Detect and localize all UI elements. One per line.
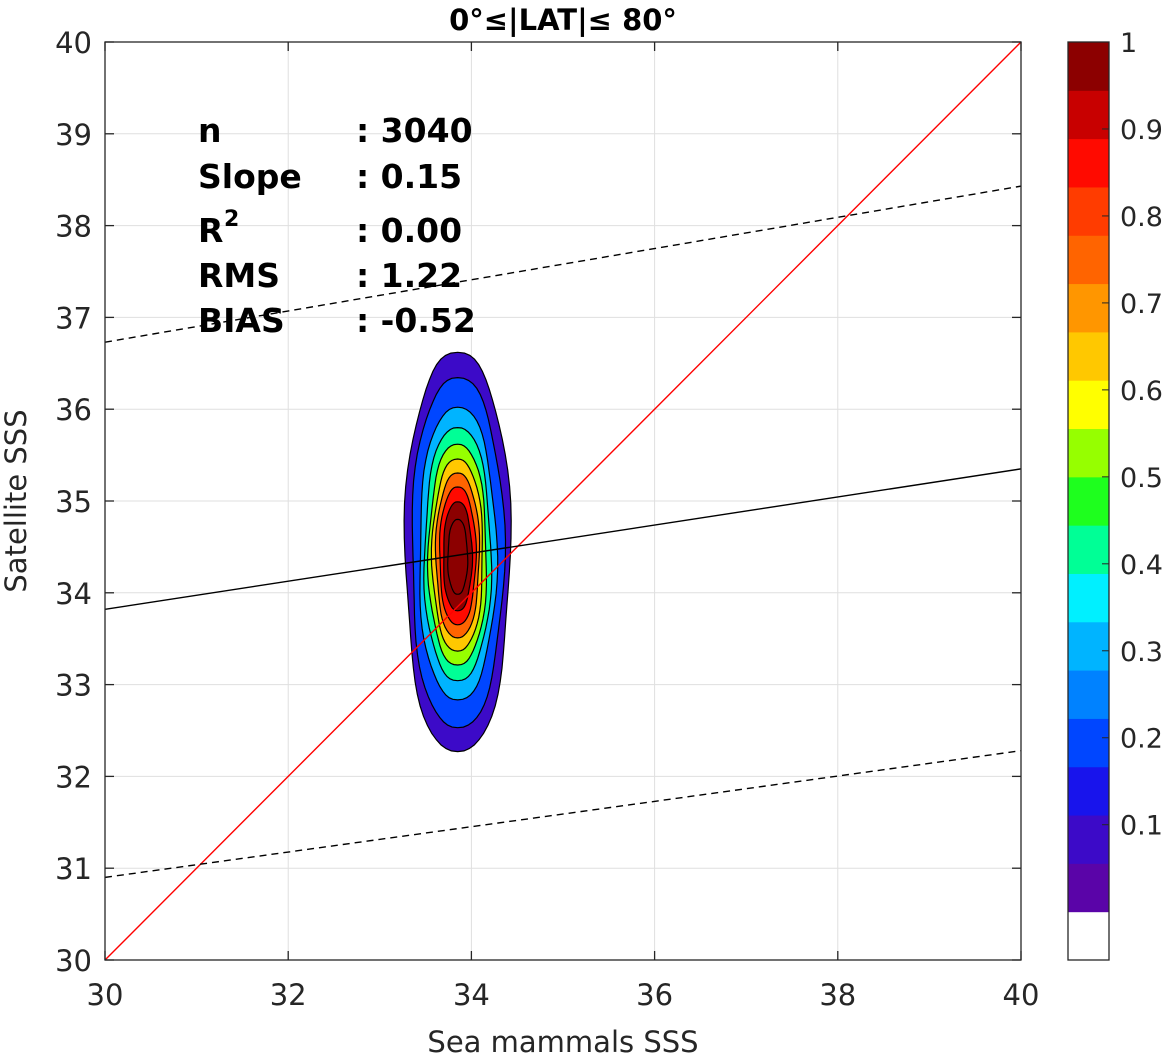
y-tick-label: 38 [55,210,92,244]
statistics-box: n : 3040 Slope : 0.15 R 2 : 0.00 RMS : 1.22 BIAS:… [198,111,476,340]
colorbar-segment [1068,573,1109,623]
y-tick-label: 31 [55,852,92,886]
colorbar-tick-label: 0.7 [1120,289,1163,320]
y-tick-label: 37 [55,301,92,335]
colorbar-tick-label: 0.4 [1120,550,1163,581]
y-tick-label: 32 [55,760,92,794]
colorbar-tick-label: 0.8 [1120,202,1163,233]
x-tick-label: 30 [87,978,124,1012]
stat-name: R [198,211,223,250]
grid-lines [104,41,1022,961]
colorbar-tick-label: 1 [1120,28,1137,59]
y-tick-label: 30 [55,944,92,978]
colorbar-segment [1068,428,1109,478]
x-tick-labels: 30 32 34 36 38 40 [87,978,1040,1012]
colorbar-segment [1068,283,1109,333]
colorbar-segment [1068,186,1109,236]
stat-name: RMS [198,256,280,295]
reference-lines [105,42,1021,960]
stat-value: : -0.52 [356,301,476,340]
stat-value: : 0.15 [356,157,462,196]
x-axis-label: Sea mammals SSS [427,1025,698,1055]
y-axis-label: Satellite SSS [0,409,33,592]
colorbar-segment [1068,235,1109,285]
y-tick-label: 33 [55,669,92,703]
colorbar-segment [1068,90,1109,140]
colorbar-segment [1068,138,1109,188]
contour-level-0.9 [447,518,469,595]
colorbar-segment [1068,525,1109,574]
colorbar-tick-label: 0.3 [1120,637,1163,668]
colorbar-tick-label: 0.5 [1120,463,1163,494]
colorbar-segment [1068,815,1109,864]
y-tick-label: 34 [55,577,92,611]
density-contours [403,351,512,753]
colorbar [1067,41,1110,961]
stat-name: n [198,111,222,150]
colorbar-segment [1068,380,1109,430]
colorbar-segment [1068,911,1109,961]
stat-value: : 0.00 [356,211,462,250]
x-tick-label: 38 [819,978,856,1012]
colorbar-segment [1068,476,1109,526]
colorbar-tick-label: 0.6 [1120,376,1163,407]
y-tick-label: 40 [55,26,92,60]
chart-title: 0°≤|LAT|≤ 80° [449,3,677,37]
colorbar-segment [1068,670,1109,719]
stat-name: Slope [198,157,302,196]
colorbar-segment [1068,42,1109,91]
upper-bound-line [105,185,1021,343]
y-tick-label: 39 [55,118,92,152]
colorbar-frame [1067,41,1110,961]
colorbar-tick-label: 0.9 [1120,115,1163,146]
colorbar-segment [1068,331,1109,381]
colorbar-tick-label: 0.1 [1120,811,1163,842]
x-tick-label: 40 [1003,978,1040,1012]
stat-value: : 1.22 [356,256,462,295]
x-tick-label: 32 [270,978,307,1012]
colorbar-labels: 0.1 0.2 0.3 0.4 0.5 0.6 0.7 0.8 0.9 1 [1102,28,1163,842]
colorbar-tick-label: 0.2 [1120,724,1163,755]
stat-name: BIAS [198,301,285,340]
x-tick-label: 34 [453,978,490,1012]
y-tick-label: 36 [55,393,92,427]
stat-value: : 3040 [356,111,473,150]
colorbar-segment [1068,718,1109,768]
lower-bound-line [105,750,1021,879]
colorbar-segment [1068,863,1109,913]
colorbar-segment [1068,766,1109,816]
stat-superscript: 2 [224,207,239,232]
y-tick-labels: 30 31 32 33 34 35 36 37 38 39 40 [55,26,92,978]
colorbar-segment [1068,621,1109,671]
y-tick-label: 35 [55,485,92,519]
regression-line [105,468,1021,611]
one-to-one-line [105,42,1021,960]
x-tick-label: 36 [636,978,673,1012]
axis-ticks [104,41,1022,961]
